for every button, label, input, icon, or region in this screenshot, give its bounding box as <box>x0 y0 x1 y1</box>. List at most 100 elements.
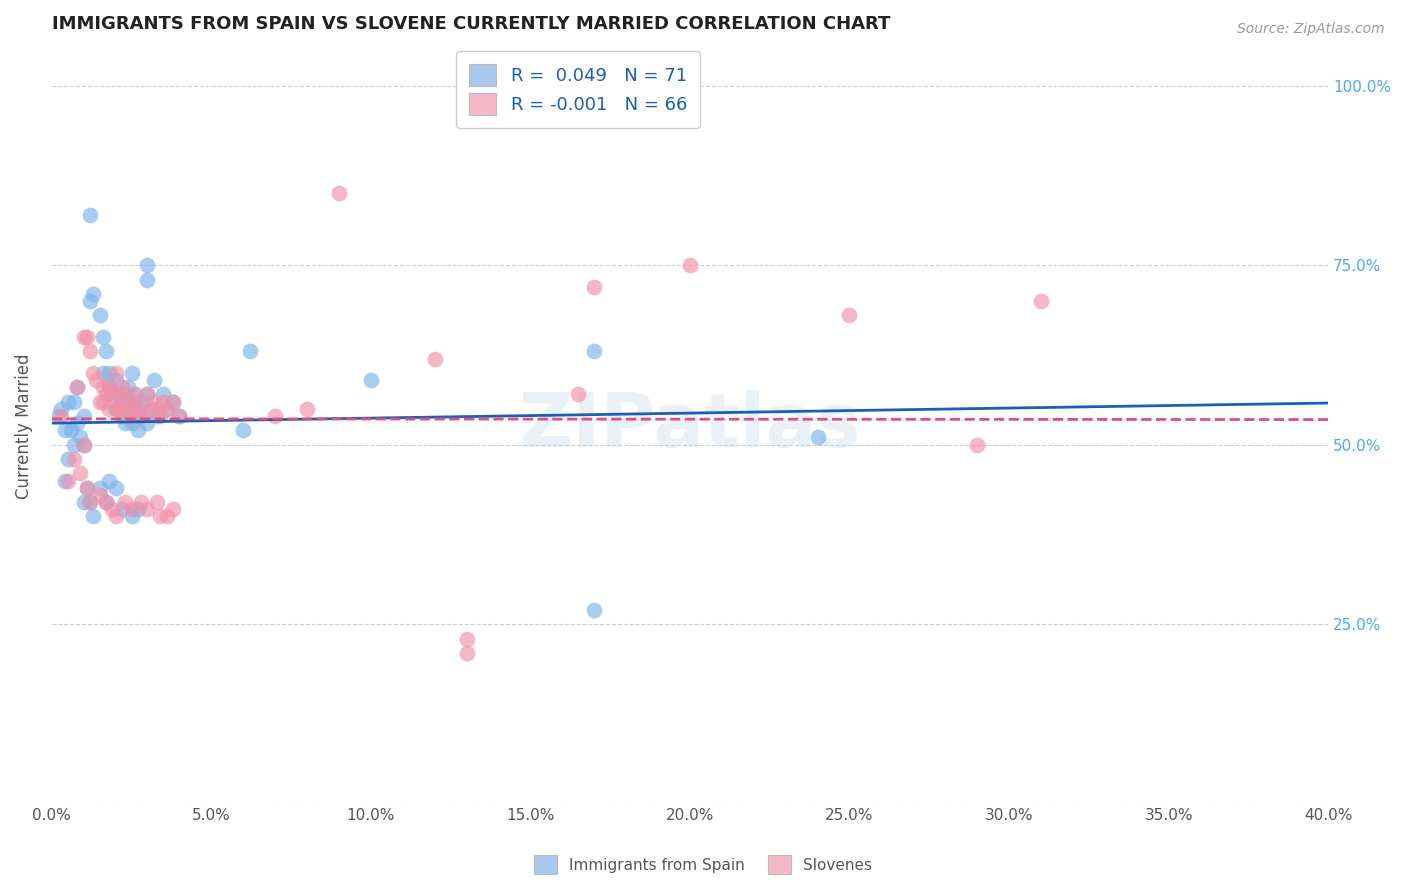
Point <box>583 279 606 293</box>
Point <box>239 344 262 359</box>
Point <box>91 366 114 380</box>
Point <box>56 474 79 488</box>
Point <box>46 409 69 423</box>
Point <box>121 509 143 524</box>
Point <box>53 423 76 437</box>
Point <box>152 394 174 409</box>
Point <box>91 394 114 409</box>
Point <box>94 495 117 509</box>
Point <box>73 330 96 344</box>
Point <box>114 394 136 409</box>
Point <box>98 401 121 416</box>
Point <box>156 401 179 416</box>
Point <box>146 401 169 416</box>
Point <box>114 387 136 401</box>
Point <box>264 409 287 423</box>
Point <box>82 366 104 380</box>
Point <box>162 502 184 516</box>
Point <box>806 430 828 444</box>
Point <box>129 409 152 423</box>
Point <box>111 380 134 394</box>
Point <box>146 495 169 509</box>
Point <box>98 380 121 394</box>
Point <box>69 467 91 481</box>
Point <box>121 416 143 430</box>
Point <box>136 387 159 401</box>
Point <box>966 438 988 452</box>
Point <box>104 481 127 495</box>
Point <box>127 423 149 437</box>
Point <box>73 438 96 452</box>
Point <box>124 394 146 409</box>
Text: Source: ZipAtlas.com: Source: ZipAtlas.com <box>1237 22 1385 37</box>
Point <box>104 373 127 387</box>
Point <box>146 409 169 423</box>
Point <box>101 502 124 516</box>
Y-axis label: Currently Married: Currently Married <box>15 354 32 500</box>
Point <box>111 401 134 416</box>
Point <box>117 380 139 394</box>
Point <box>567 387 589 401</box>
Point <box>82 509 104 524</box>
Legend: Immigrants from Spain, Slovenes: Immigrants from Spain, Slovenes <box>527 849 879 880</box>
Point <box>89 309 111 323</box>
Point <box>107 387 129 401</box>
Point <box>328 186 350 201</box>
Point <box>232 423 254 437</box>
Point <box>76 481 98 495</box>
Point <box>63 438 86 452</box>
Point <box>69 430 91 444</box>
Point <box>136 272 159 286</box>
Point <box>79 495 101 509</box>
Point <box>101 387 124 401</box>
Point <box>79 344 101 359</box>
Point <box>127 502 149 516</box>
Point <box>121 387 143 401</box>
Point <box>66 380 89 394</box>
Point <box>104 401 127 416</box>
Point <box>129 401 152 416</box>
Point <box>838 309 860 323</box>
Point <box>91 380 114 394</box>
Point <box>136 387 159 401</box>
Point <box>76 330 98 344</box>
Point <box>73 409 96 423</box>
Point <box>51 409 73 423</box>
Point <box>98 474 121 488</box>
Point <box>104 366 127 380</box>
Point <box>94 344 117 359</box>
Point <box>79 294 101 309</box>
Point <box>169 409 191 423</box>
Point <box>89 488 111 502</box>
Point <box>98 380 121 394</box>
Point <box>107 401 129 416</box>
Point <box>127 409 149 423</box>
Point <box>114 416 136 430</box>
Point <box>117 409 139 423</box>
Point <box>89 394 111 409</box>
Point <box>152 387 174 401</box>
Point <box>94 495 117 509</box>
Point <box>53 474 76 488</box>
Point <box>583 344 606 359</box>
Point <box>104 401 127 416</box>
Point <box>121 366 143 380</box>
Point <box>79 495 101 509</box>
Point <box>56 452 79 467</box>
Point <box>98 366 121 380</box>
Point <box>136 502 159 516</box>
Point <box>295 401 318 416</box>
Point <box>107 401 129 416</box>
Point <box>360 373 382 387</box>
Point <box>162 394 184 409</box>
Point <box>162 394 184 409</box>
Point <box>1029 294 1052 309</box>
Point <box>423 351 446 366</box>
Point <box>121 394 143 409</box>
Point <box>114 495 136 509</box>
Point <box>142 394 165 409</box>
Point <box>583 603 606 617</box>
Point <box>139 401 162 416</box>
Point <box>124 401 146 416</box>
Point <box>456 646 478 660</box>
